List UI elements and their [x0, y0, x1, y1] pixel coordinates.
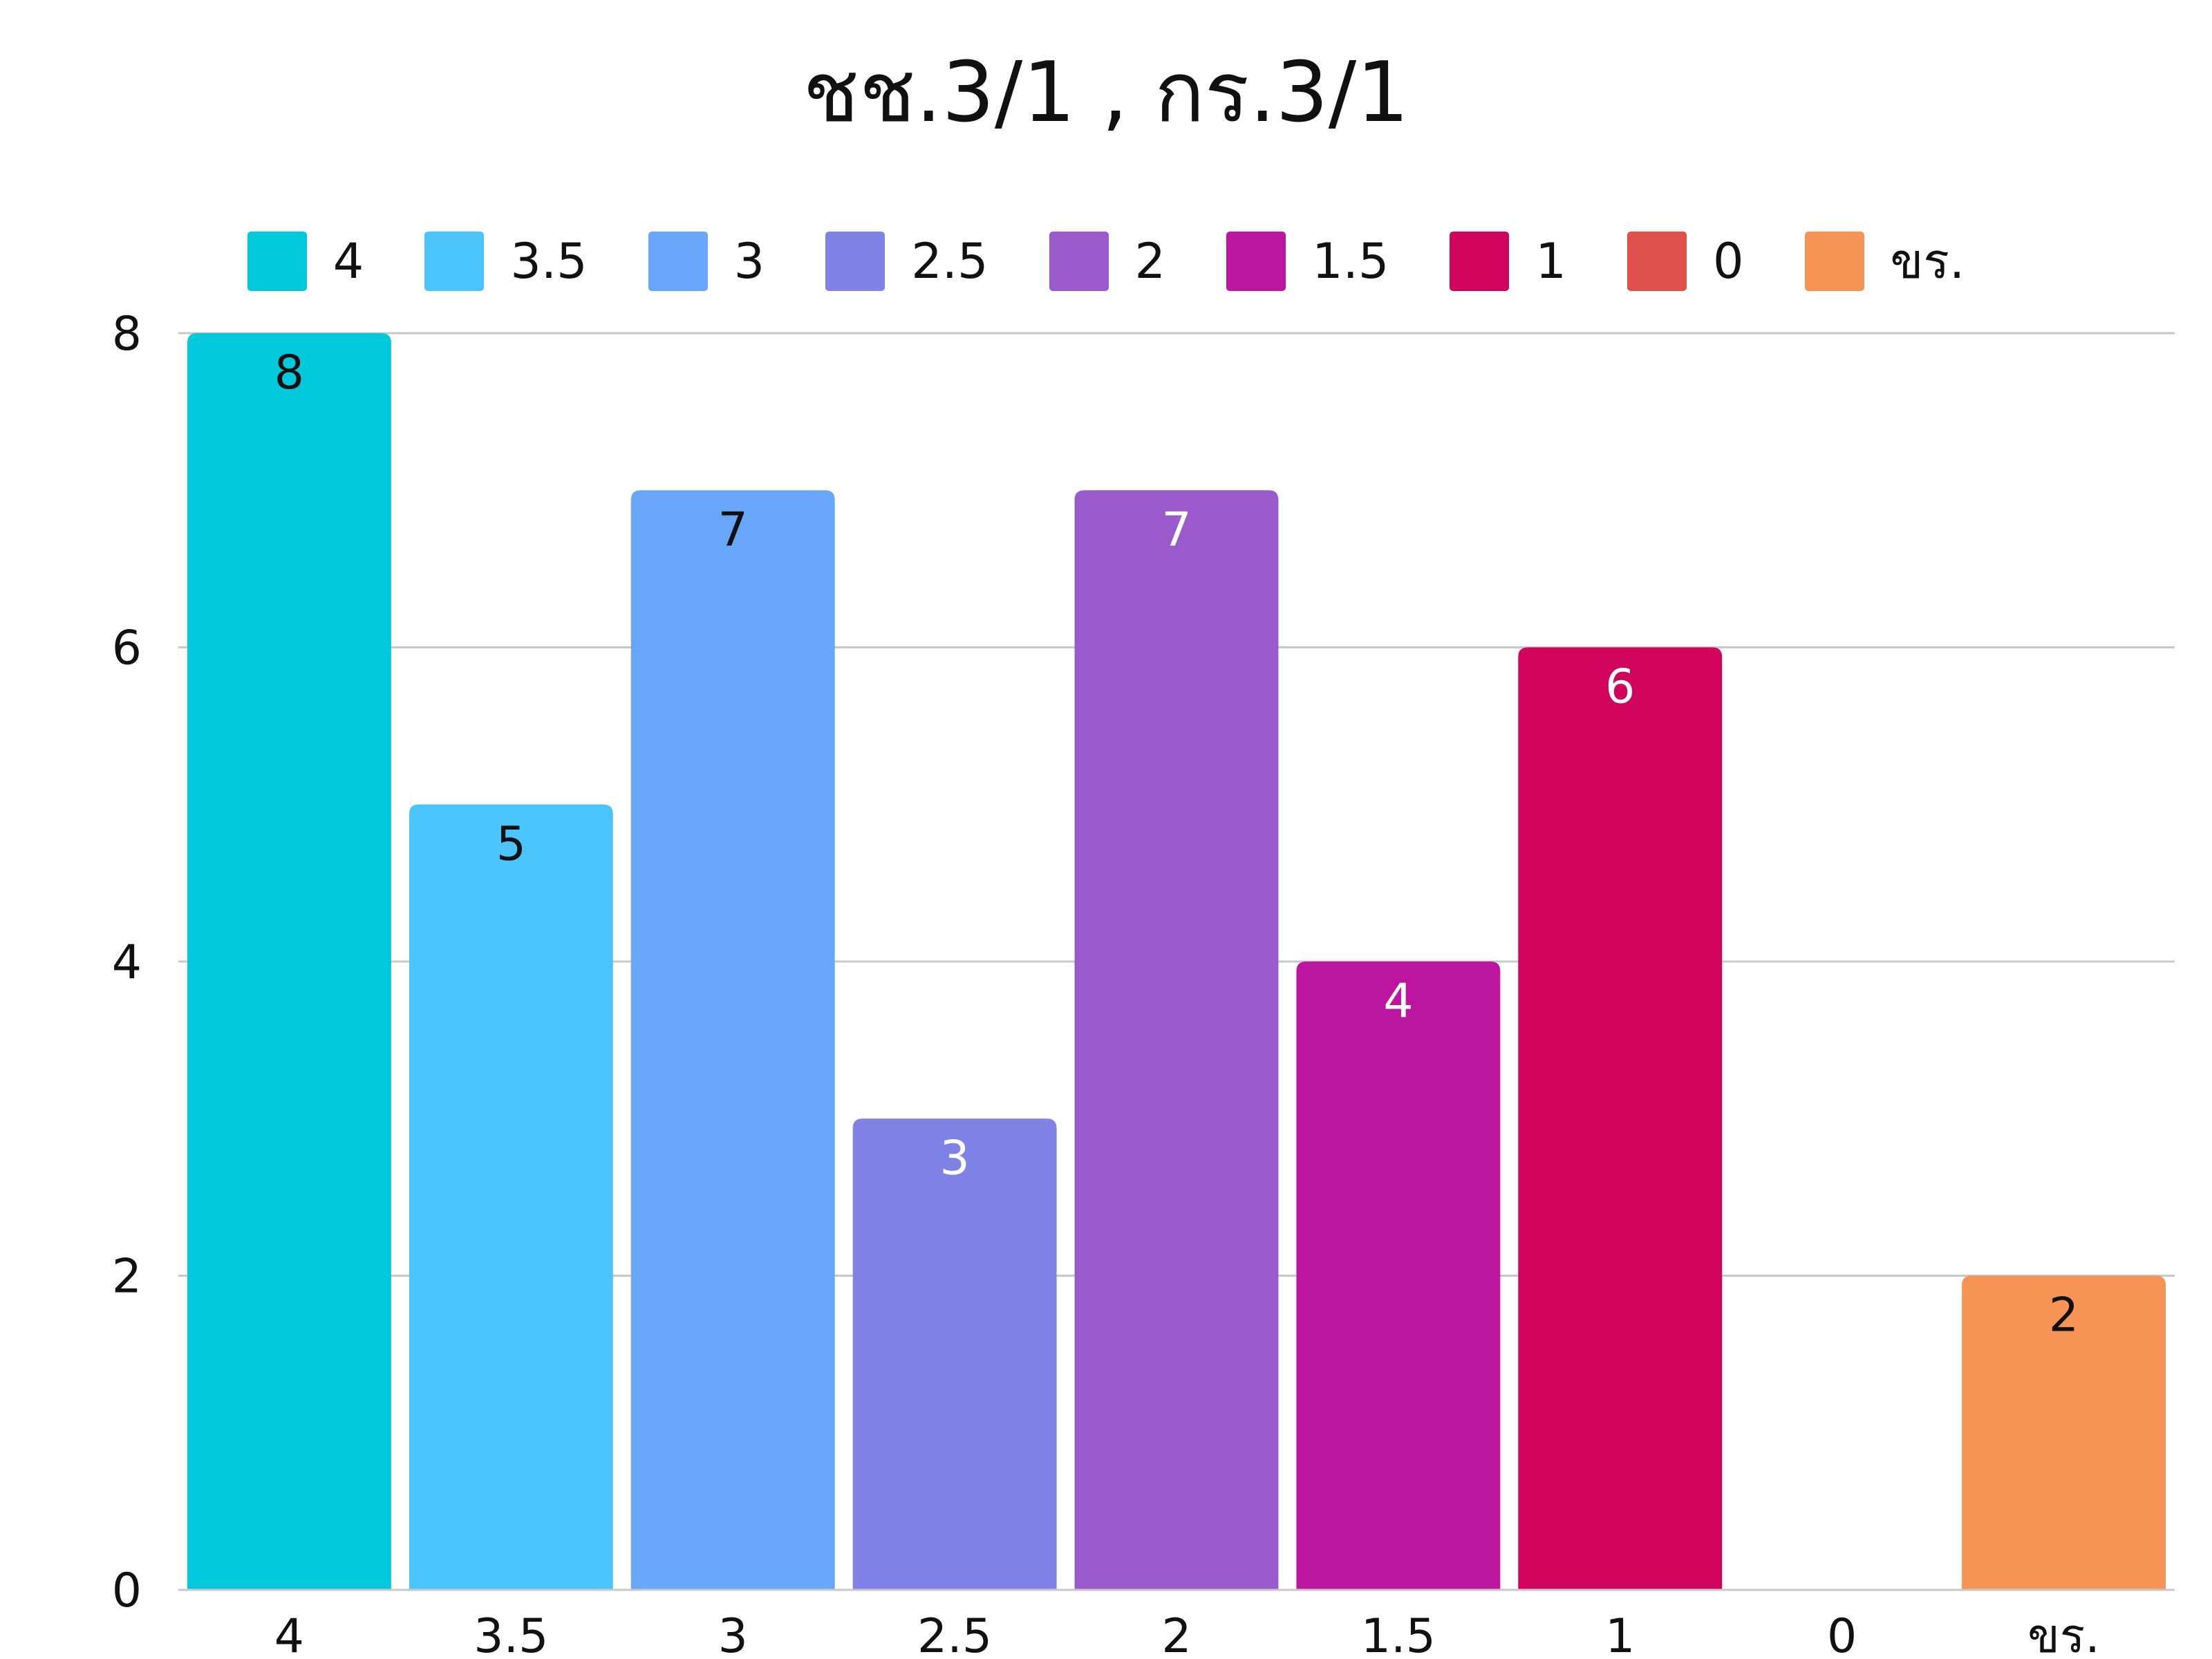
data-label: 8: [274, 346, 304, 400]
legend-item: ขร.: [1804, 232, 1965, 291]
data-label: 2: [2049, 1288, 2079, 1343]
legend-item: 4: [247, 232, 364, 291]
bar: [1518, 647, 1723, 1590]
legend-label: 0: [1712, 233, 1744, 290]
legend-item: 3.5: [424, 232, 588, 291]
data-label: 5: [496, 817, 526, 872]
data-label: 4: [1383, 974, 1413, 1029]
legend-swatch: [1049, 232, 1109, 291]
bar: [187, 333, 391, 1590]
x-tick-label: 1: [1605, 1609, 1635, 1659]
legend-item: 2: [1049, 232, 1166, 291]
bar: [1296, 962, 1501, 1590]
legend-item: 1.5: [1226, 232, 1389, 291]
chart-title: ชช.3/1 , กร.3/1: [803, 45, 1409, 141]
data-label: 3: [939, 1131, 969, 1185]
legend-label: 2.5: [911, 233, 988, 290]
legend-label: 2: [1134, 233, 1166, 290]
bar: [1962, 1275, 2166, 1590]
legend-swatch: [825, 232, 885, 291]
legend-label: 3: [733, 233, 765, 290]
bar: [1074, 490, 1279, 1590]
legend-label: ขร.: [1890, 233, 1965, 290]
legend-swatch: [648, 232, 708, 291]
x-tick-label: 3.5: [474, 1609, 548, 1659]
legend-label: 3.5: [510, 233, 588, 290]
x-tick-label: ขร.: [2027, 1609, 2100, 1659]
legend-item: 0: [1627, 232, 1744, 291]
legend-item: 1: [1450, 232, 1566, 291]
legend-swatch: [1627, 232, 1687, 291]
data-label: 7: [718, 503, 748, 557]
data-label: 6: [1605, 660, 1635, 715]
legend-label: 1: [1535, 233, 1566, 290]
legend-swatch: [1450, 232, 1510, 291]
x-tick-label: 2.5: [917, 1609, 992, 1659]
x-tick-label: 4: [274, 1609, 304, 1659]
legend-swatch: [1226, 232, 1286, 291]
y-tick-label: 0: [112, 1564, 142, 1618]
y-tick-label: 4: [112, 935, 142, 990]
legend-item: 2.5: [825, 232, 988, 291]
bar: [852, 1118, 1057, 1590]
x-tick-label: 3: [718, 1609, 748, 1659]
x-tick-label: 1.5: [1361, 1609, 1436, 1659]
legend-label: 1.5: [1312, 233, 1389, 290]
legend-swatch: [247, 232, 307, 291]
bar: [409, 804, 613, 1590]
y-tick-label: 8: [112, 307, 142, 362]
data-label: 7: [1161, 503, 1191, 557]
legend-label: 4: [332, 233, 364, 290]
legend: 4 3.5 3 2.5 2 1.5 1 0 ขร.: [0, 220, 2212, 303]
bar: [630, 490, 835, 1590]
legend-swatch: [1804, 232, 1864, 291]
x-tick-label: 2: [1161, 1609, 1191, 1659]
legend-item: 3: [648, 232, 765, 291]
y-tick-label: 2: [112, 1250, 142, 1304]
y-tick-label: 6: [112, 621, 142, 676]
x-tick-label: 0: [1827, 1609, 1857, 1659]
legend-swatch: [424, 232, 485, 291]
